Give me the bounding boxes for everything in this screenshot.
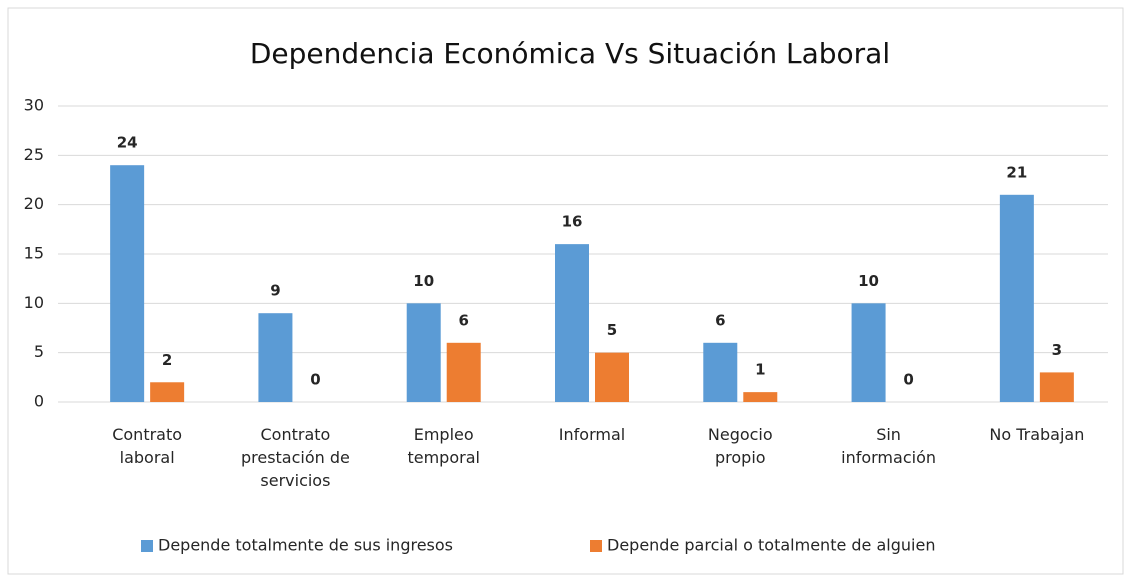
bar [1039, 372, 1074, 402]
x-tick-label-line: información [841, 448, 936, 467]
bar [703, 342, 738, 402]
data-label: 6 [715, 311, 725, 329]
x-tick-label: Sin información [841, 425, 936, 467]
x-tick-label-line: temporal [407, 448, 479, 467]
y-tick-label: 0 [34, 392, 44, 411]
data-label: 5 [607, 321, 617, 339]
data-label: 21 [1006, 163, 1027, 181]
data-label: 24 [117, 134, 138, 152]
data-label: 2 [162, 351, 172, 369]
data-label: 10 [413, 272, 434, 290]
x-tick-label: Negocio propio [708, 425, 773, 467]
data-label: 3 [1052, 341, 1062, 359]
data-label: 16 [562, 213, 583, 231]
x-tick-label-line: Contrato [112, 425, 182, 444]
bar [999, 194, 1034, 402]
x-tick-label: Contrato prestación de servicios [241, 425, 350, 490]
bar [446, 342, 481, 402]
x-tick-label: Empleo temporal [407, 425, 479, 467]
x-tick-label-line: propio [715, 448, 766, 467]
y-tick-label: 20 [24, 194, 44, 213]
x-tick-label: Contrato laboral [112, 425, 182, 467]
x-tick-label-line: Sin [876, 425, 901, 444]
bar [743, 392, 778, 402]
y-tick-label: 30 [24, 96, 44, 115]
x-tick-label-line: Informal [559, 425, 625, 444]
legend-swatch [590, 540, 602, 552]
data-label: 1 [755, 361, 765, 379]
data-label: 0 [310, 371, 320, 389]
x-tick-label: No Trabajan [989, 425, 1084, 444]
bar [110, 165, 145, 402]
x-tick-label-line: No Trabajan [989, 425, 1084, 444]
chart-title: Dependencia Económica Vs Situación Labor… [250, 37, 890, 70]
y-tick-label: 15 [24, 244, 44, 263]
bar [406, 303, 441, 402]
y-tick-label: 10 [24, 293, 44, 312]
x-tick-label-line: servicios [260, 471, 330, 490]
bar [258, 313, 293, 402]
legend-swatch [141, 540, 153, 552]
x-tick-label-line: prestación de [241, 448, 350, 467]
data-label: 9 [270, 282, 280, 300]
bar [851, 303, 886, 402]
x-tick-label-line: Negocio [708, 425, 773, 444]
x-tick-label-line: Contrato [261, 425, 331, 444]
bar [555, 244, 589, 402]
x-tick-label: Informal [559, 425, 625, 444]
x-tick-label-line: Empleo [414, 425, 474, 444]
data-label: 6 [458, 311, 468, 329]
bar [595, 352, 629, 402]
x-tick-label-line: laboral [120, 448, 175, 467]
legend-label: Depende totalmente de sus ingresos [158, 536, 453, 555]
bar [150, 382, 185, 402]
data-label: 10 [858, 272, 879, 290]
data-label: 0 [903, 371, 913, 389]
y-tick-label: 25 [24, 145, 44, 164]
legend-label: Depende parcial o totalmente de alguien [607, 536, 935, 555]
y-tick-label: 5 [34, 342, 44, 361]
